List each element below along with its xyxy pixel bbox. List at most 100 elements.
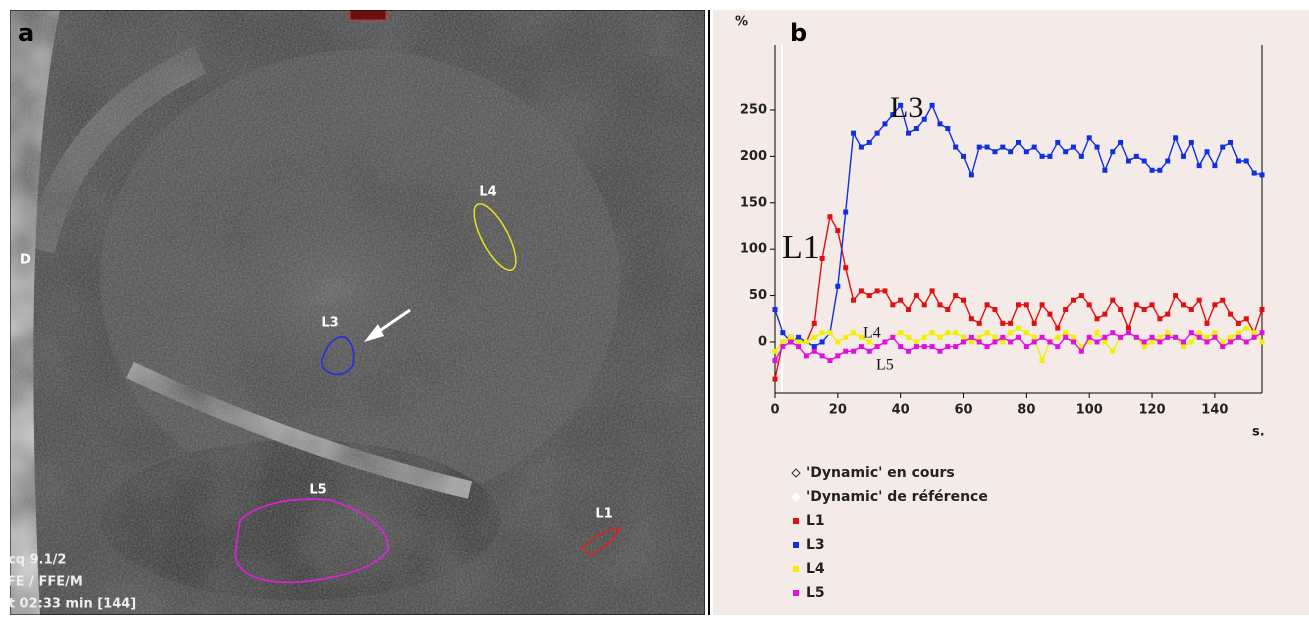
point	[1157, 334, 1163, 340]
point	[1063, 149, 1069, 155]
point	[921, 116, 927, 122]
roi-label: L3	[321, 316, 338, 331]
point	[874, 344, 880, 350]
point	[1165, 158, 1171, 164]
point	[858, 344, 864, 350]
roi-label: L5	[309, 483, 326, 498]
point	[1149, 334, 1155, 340]
point	[1251, 170, 1257, 176]
point	[1141, 306, 1147, 312]
point	[1031, 320, 1037, 326]
legend-marker	[793, 566, 799, 572]
point	[772, 376, 778, 382]
point	[1094, 316, 1100, 322]
point	[898, 330, 904, 336]
point	[1149, 167, 1155, 173]
point	[1118, 139, 1124, 145]
point	[1086, 339, 1092, 345]
point	[788, 334, 794, 340]
point	[1141, 339, 1147, 345]
point	[968, 172, 974, 178]
point	[1102, 339, 1108, 345]
point	[827, 330, 833, 336]
point	[772, 306, 778, 312]
point	[858, 334, 864, 340]
point	[906, 334, 912, 340]
annotation: L3	[890, 91, 923, 124]
point	[929, 330, 935, 336]
point	[1023, 330, 1029, 336]
point	[953, 293, 959, 299]
point	[1055, 344, 1061, 350]
point	[1008, 149, 1014, 155]
point	[1235, 320, 1241, 326]
point	[882, 288, 888, 294]
point	[1196, 330, 1202, 336]
x-axis-label: s.	[1252, 425, 1265, 440]
point	[1228, 334, 1234, 340]
point	[874, 130, 880, 136]
legend-label: L4	[806, 561, 825, 577]
point	[1102, 167, 1108, 173]
point	[921, 344, 927, 350]
point	[890, 112, 896, 118]
point	[866, 348, 872, 354]
point	[953, 330, 959, 336]
point	[1243, 325, 1249, 331]
point	[882, 339, 888, 345]
point	[1070, 144, 1076, 150]
point	[1188, 306, 1194, 312]
chart-background	[713, 10, 1309, 615]
point	[1180, 339, 1186, 345]
point	[1118, 334, 1124, 340]
x-tick-label: 20	[829, 403, 847, 418]
point	[1220, 144, 1226, 150]
point	[1047, 339, 1053, 345]
point	[1235, 330, 1241, 336]
point	[1180, 344, 1186, 350]
point	[1070, 339, 1076, 345]
y-axis-label: %	[735, 15, 748, 30]
point	[929, 288, 935, 294]
point	[1149, 339, 1155, 345]
point	[1039, 334, 1045, 340]
legend-label: L3	[806, 537, 825, 553]
point	[1228, 139, 1234, 145]
point	[866, 139, 872, 145]
point	[1188, 139, 1194, 145]
point	[913, 293, 919, 299]
point	[1228, 311, 1234, 317]
point	[796, 339, 802, 345]
point	[1016, 139, 1021, 145]
point	[984, 344, 990, 350]
point	[1110, 348, 1116, 354]
point	[1188, 339, 1194, 345]
point	[1149, 302, 1155, 308]
point	[811, 320, 817, 326]
point	[796, 334, 802, 340]
point	[866, 339, 872, 345]
point	[1047, 311, 1053, 317]
point	[937, 302, 943, 308]
point	[1212, 302, 1218, 308]
point	[1110, 330, 1116, 336]
point	[772, 348, 778, 354]
point	[945, 344, 951, 350]
mri-image	[10, 10, 705, 615]
point	[803, 353, 809, 359]
annotation: L4	[863, 325, 881, 342]
point	[1259, 330, 1265, 336]
point	[1023, 344, 1029, 350]
point	[1047, 153, 1053, 159]
point	[858, 288, 864, 294]
point	[882, 121, 888, 127]
point	[780, 330, 786, 336]
point	[843, 334, 849, 340]
legend-marker	[793, 590, 799, 596]
point	[1196, 334, 1202, 340]
point	[1031, 339, 1037, 345]
point	[1204, 339, 1210, 345]
point	[1165, 334, 1171, 340]
legend-label: 'Dynamic' en cours	[806, 465, 955, 481]
point	[1212, 334, 1218, 340]
